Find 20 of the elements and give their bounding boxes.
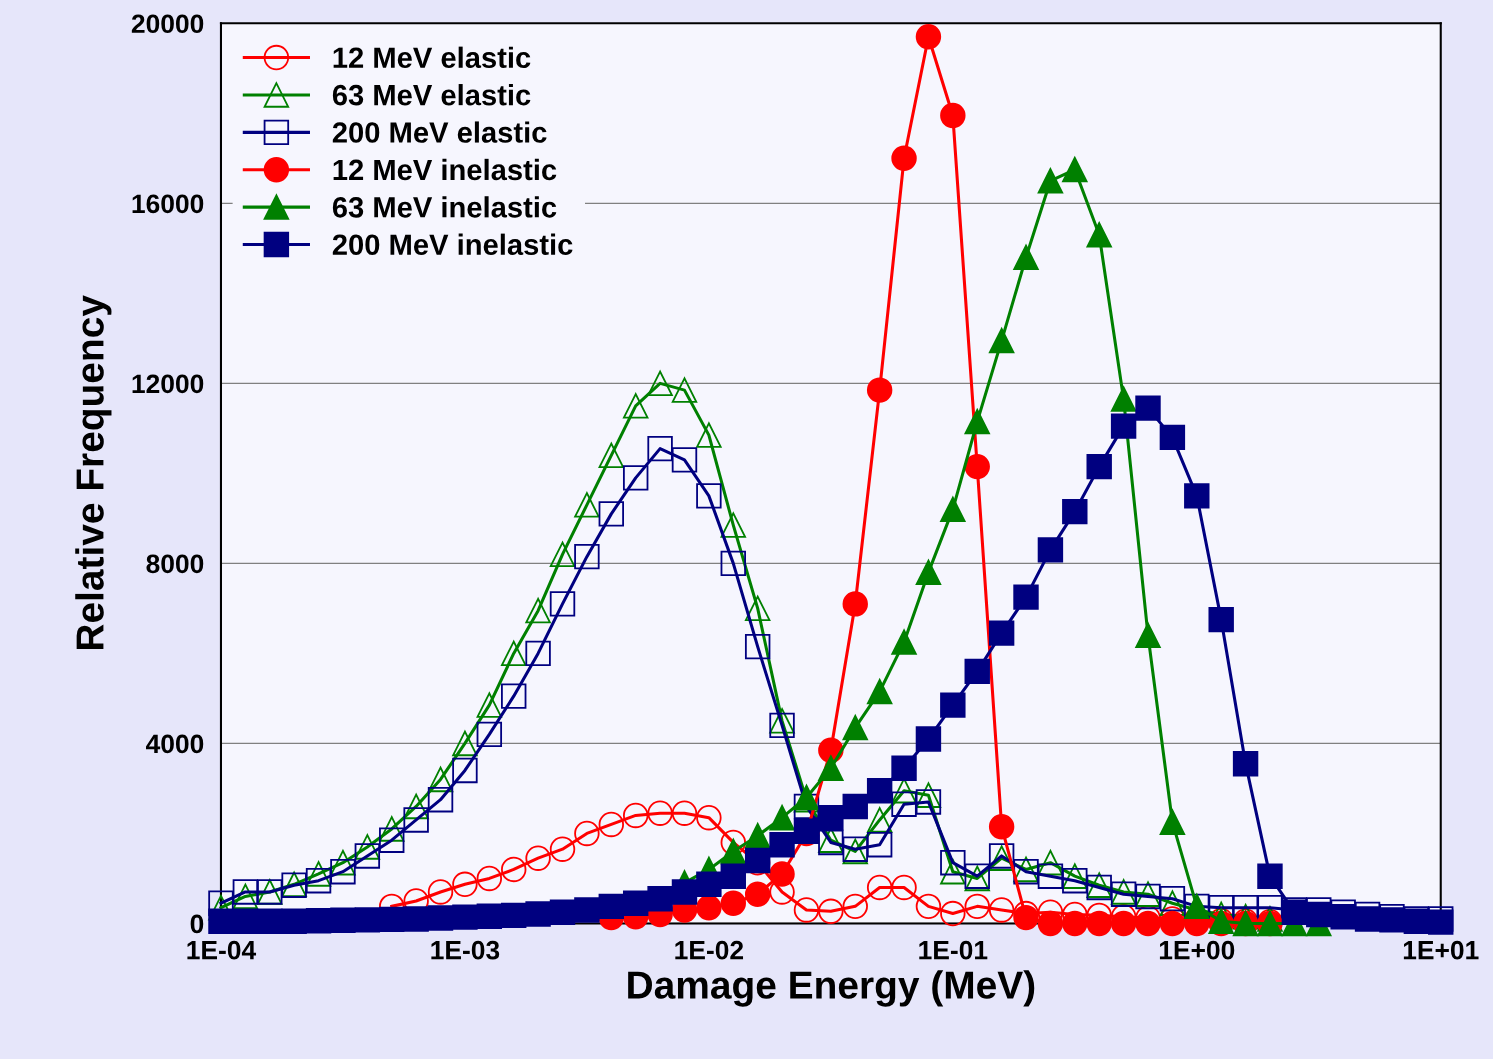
legend-label: 12 MeV elastic	[333, 46, 531, 69]
x-tick-label: 1E-04	[187, 940, 257, 960]
legend-label: 63 MeV inelastic	[332, 196, 557, 218]
legend-label: 200 MeV inelastic	[332, 233, 573, 256]
y-tick-label: 12000	[132, 374, 204, 394]
x-tick-label: 1E+00	[1159, 940, 1235, 960]
x-tick-label: 1E-03	[431, 940, 500, 960]
y-tick-label: 16000	[132, 194, 204, 214]
y-tick-label: 0	[190, 914, 204, 934]
x-tick-label: 1E+01	[1403, 940, 1479, 960]
x-axis-title: Damage Energy (MeV)	[628, 970, 1035, 1007]
y-axis-title: Relative Frequency	[75, 295, 112, 650]
legend-label: 63 MeV elastic	[332, 84, 531, 106]
legend-label: 200 MeV elastic	[332, 121, 547, 143]
x-tick-label: 1E-02	[675, 940, 744, 960]
y-tick-label: 20000	[131, 14, 204, 34]
y-tick-label: 8000	[146, 554, 204, 574]
y-tick-label: 4000	[146, 734, 204, 754]
x-tick-label: 1E-01	[919, 940, 988, 960]
legend-label: 12 MeV inelastic	[333, 158, 557, 181]
